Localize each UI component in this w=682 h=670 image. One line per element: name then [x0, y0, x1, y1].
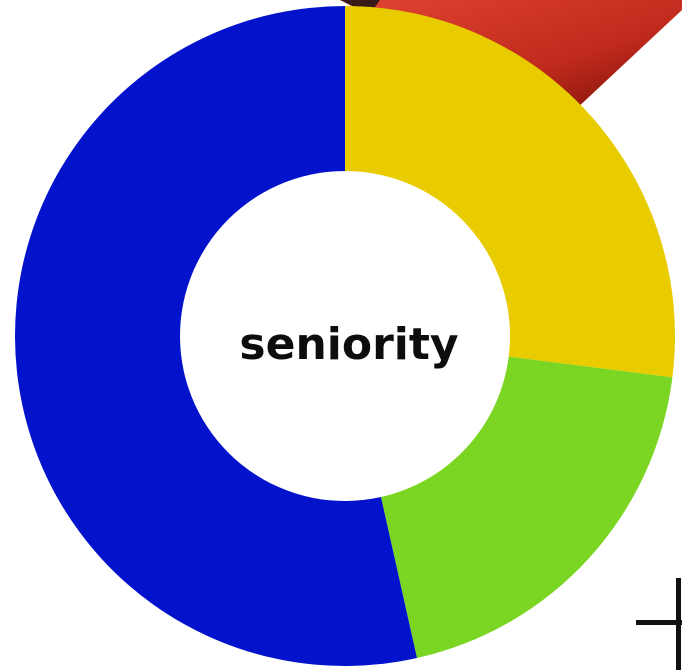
- center-label: seniority: [239, 319, 458, 370]
- donut-slice-3: [14, 6, 417, 667]
- bracket-decoration: [636, 578, 682, 670]
- donut-slice-2: [380, 356, 673, 659]
- donut-slices: [14, 6, 675, 667]
- donut-slice-1: [345, 6, 675, 378]
